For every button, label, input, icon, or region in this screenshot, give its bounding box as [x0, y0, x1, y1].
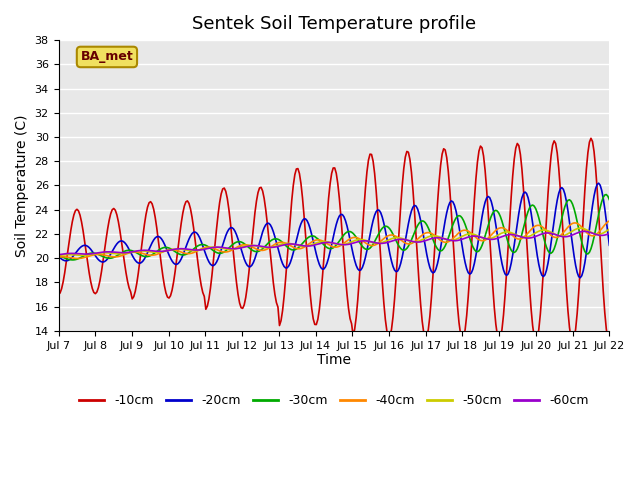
Y-axis label: Soil Temperature (C): Soil Temperature (C) [15, 114, 29, 257]
-20cm [54, 253, 62, 259]
-10cm [605, 340, 613, 346]
-40cm [54, 254, 62, 260]
Line: -40cm: -40cm [58, 221, 609, 259]
-10cm [587, 135, 595, 141]
-20cm [246, 264, 254, 270]
Line: -60cm: -60cm [58, 231, 609, 255]
-30cm [605, 197, 613, 203]
-60cm [296, 242, 303, 248]
-40cm [577, 223, 584, 228]
-20cm [219, 242, 227, 248]
X-axis label: Time: Time [317, 353, 351, 367]
-30cm [297, 242, 305, 248]
-40cm [239, 242, 246, 248]
-40cm [73, 256, 81, 262]
-20cm [605, 242, 613, 248]
-50cm [575, 226, 582, 231]
Line: -30cm: -30cm [58, 194, 609, 260]
-50cm [122, 251, 130, 256]
-50cm [219, 245, 227, 251]
-60cm [605, 230, 613, 236]
-50cm [577, 225, 584, 231]
-30cm [248, 247, 256, 253]
Line: -50cm: -50cm [58, 228, 609, 255]
-60cm [54, 252, 62, 258]
Text: BA_met: BA_met [81, 50, 133, 63]
Title: Sentek Soil Temperature profile: Sentek Soil Temperature profile [192, 15, 476, 33]
-50cm [246, 242, 254, 248]
Line: -20cm: -20cm [58, 183, 609, 278]
-40cm [248, 244, 256, 250]
-40cm [124, 251, 131, 256]
-30cm [68, 257, 76, 263]
Legend: -10cm, -20cm, -30cm, -40cm, -50cm, -60cm: -10cm, -20cm, -30cm, -40cm, -50cm, -60cm [74, 389, 594, 412]
-50cm [605, 226, 613, 232]
-10cm [237, 305, 245, 311]
-20cm [296, 226, 303, 231]
-10cm [219, 186, 227, 192]
-30cm [124, 248, 131, 253]
-10cm [54, 292, 62, 298]
-10cm [246, 255, 254, 261]
-50cm [54, 252, 62, 258]
-30cm [239, 240, 246, 246]
-60cm [237, 245, 245, 251]
-60cm [219, 245, 227, 251]
-30cm [602, 192, 610, 197]
-20cm [237, 246, 245, 252]
-40cm [220, 249, 228, 255]
-60cm [575, 229, 582, 235]
-20cm [575, 274, 582, 279]
Line: -10cm: -10cm [58, 138, 609, 343]
-60cm [581, 228, 589, 234]
-20cm [595, 180, 602, 186]
-10cm [296, 171, 303, 177]
-60cm [246, 243, 254, 249]
-30cm [577, 233, 584, 239]
-60cm [122, 250, 130, 255]
-30cm [54, 253, 62, 259]
-50cm [296, 243, 303, 249]
-50cm [237, 244, 245, 250]
-10cm [122, 270, 130, 276]
-30cm [220, 249, 228, 255]
-20cm [122, 241, 130, 247]
-20cm [577, 275, 584, 281]
-10cm [575, 290, 582, 296]
-40cm [605, 218, 613, 224]
-40cm [297, 246, 305, 252]
